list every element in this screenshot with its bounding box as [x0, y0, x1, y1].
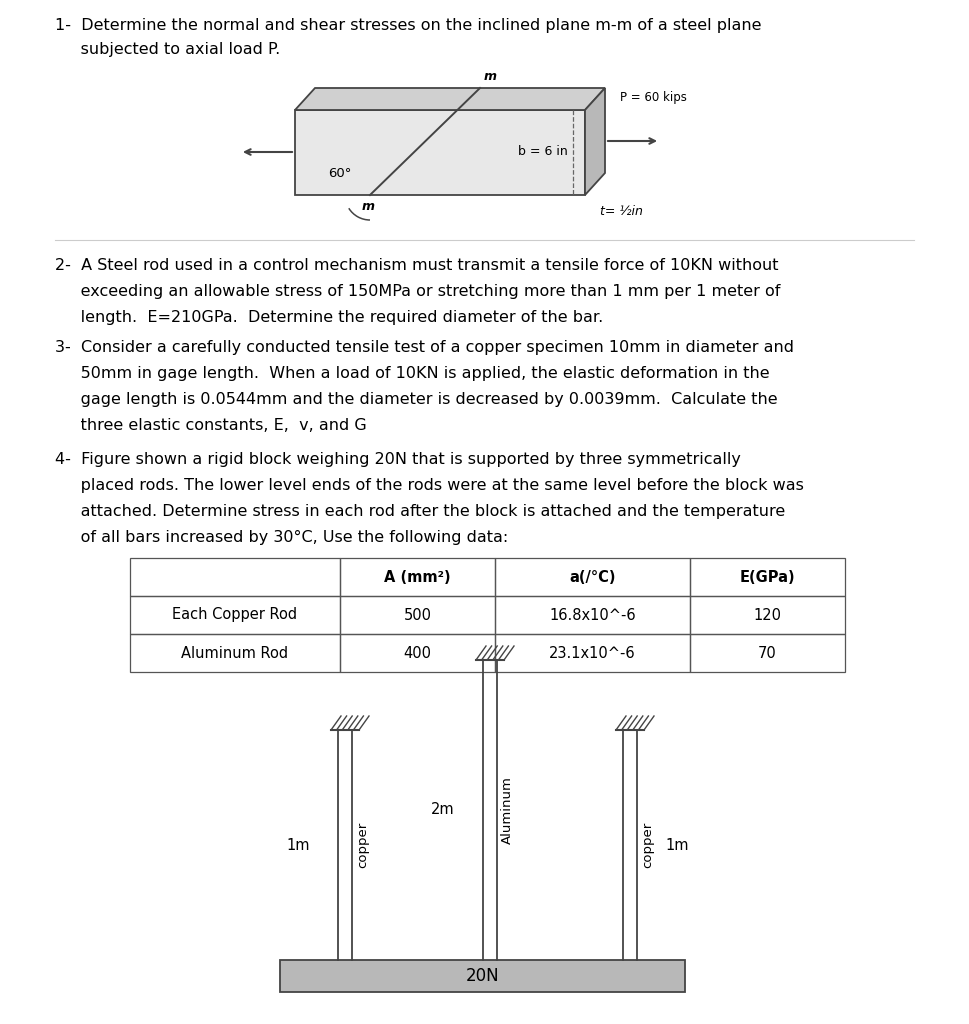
Text: 1m: 1m — [665, 838, 689, 853]
Text: t= ½in: t= ½in — [600, 205, 642, 218]
Text: E(GPa): E(GPa) — [739, 569, 796, 585]
Text: 1m: 1m — [287, 838, 310, 853]
Text: 16.8x10^-6: 16.8x10^-6 — [549, 607, 636, 623]
Text: 4-  Figure shown a rigid block weighing 20N that is supported by three symmetric: 4- Figure shown a rigid block weighing 2… — [55, 452, 741, 467]
Text: 1-  Determine the normal and shear stresses on the inclined plane m-m of a steel: 1- Determine the normal and shear stress… — [55, 18, 762, 33]
Text: 400: 400 — [403, 645, 431, 660]
Polygon shape — [585, 88, 605, 195]
Text: 2m: 2m — [431, 803, 455, 817]
Polygon shape — [295, 110, 585, 195]
Text: gage length is 0.0544mm and the diameter is decreased by 0.0039mm.  Calculate th: gage length is 0.0544mm and the diameter… — [55, 392, 778, 407]
Text: a(/°C): a(/°C) — [569, 569, 615, 585]
Text: 2-  A Steel rod used in a control mechanism must transmit a tensile force of 10K: 2- A Steel rod used in a control mechani… — [55, 258, 778, 273]
Text: m: m — [361, 200, 374, 213]
Text: length.  E=210GPa.  Determine the required diameter of the bar.: length. E=210GPa. Determine the required… — [55, 310, 604, 325]
Text: copper: copper — [356, 822, 369, 868]
Text: m: m — [484, 70, 497, 83]
Text: A (mm²): A (mm²) — [384, 569, 451, 585]
Text: 23.1x10^-6: 23.1x10^-6 — [549, 645, 636, 660]
Text: attached. Determine stress in each rod after the block is attached and the tempe: attached. Determine stress in each rod a… — [55, 504, 785, 519]
Text: placed rods. The lower level ends of the rods were at the same level before the : placed rods. The lower level ends of the… — [55, 478, 804, 493]
Text: three elastic constants, E,  v, and G: three elastic constants, E, v, and G — [55, 418, 366, 433]
Text: 60°: 60° — [328, 167, 352, 180]
Text: 3-  Consider a carefully conducted tensile test of a copper specimen 10mm in dia: 3- Consider a carefully conducted tensil… — [55, 340, 794, 355]
Text: 50mm in gage length.  When a load of 10KN is applied, the elastic deformation in: 50mm in gage length. When a load of 10KN… — [55, 366, 769, 381]
Polygon shape — [295, 88, 605, 110]
Text: Aluminum: Aluminum — [501, 776, 514, 844]
Text: 70: 70 — [758, 645, 777, 660]
Text: copper: copper — [641, 822, 654, 868]
Text: P = 60 kips: P = 60 kips — [620, 91, 687, 104]
Text: exceeding an allowable stress of 150MPa or stretching more than 1 mm per 1 meter: exceeding an allowable stress of 150MPa … — [55, 284, 780, 299]
Text: Aluminum Rod: Aluminum Rod — [181, 645, 289, 660]
Text: of all bars increased by 30°C, Use the following data:: of all bars increased by 30°C, Use the f… — [55, 530, 509, 545]
Text: b = 6 in: b = 6 in — [518, 145, 568, 158]
Polygon shape — [280, 961, 685, 992]
Text: 20N: 20N — [466, 967, 499, 985]
Text: Each Copper Rod: Each Copper Rod — [172, 607, 297, 623]
Text: 500: 500 — [403, 607, 431, 623]
Text: 120: 120 — [754, 607, 782, 623]
Text: subjected to axial load P.: subjected to axial load P. — [55, 42, 280, 57]
